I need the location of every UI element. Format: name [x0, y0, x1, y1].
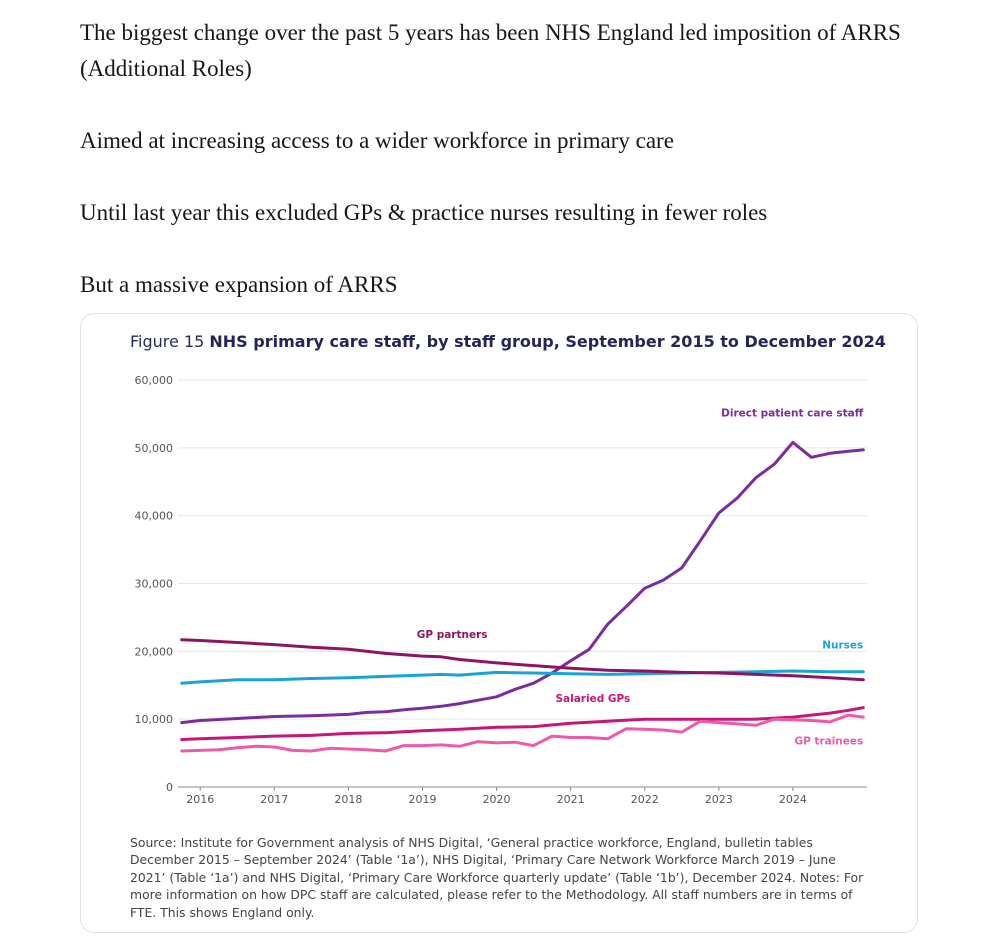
- series-label-gp-trainees: GP trainees: [794, 735, 863, 747]
- series-label-nurses: Nurses: [822, 640, 863, 652]
- figure-number: Figure 15: [130, 332, 205, 351]
- line-chart: 0 10,000 20,000 30,000 40,000 50,000 60,000 201…: [135, 374, 867, 806]
- y-tick-label: 60,000: [135, 374, 174, 387]
- x-tick-label: 2022: [631, 793, 659, 806]
- series-label-direct-patient-care-staff: Direct patient care staff: [721, 408, 864, 420]
- series-label-salaried-gps: Salaried GPs: [555, 693, 630, 705]
- paragraph-access-aim: Aimed at increasing access to a wider wo…: [80, 128, 674, 153]
- y-tick-label: 30,000: [135, 578, 174, 591]
- paragraph-exclusion: Until last year this excluded GPs & prac…: [80, 200, 768, 225]
- y-tick-label: 10,000: [135, 713, 174, 726]
- series-label-gp-partners: GP partners: [417, 629, 488, 641]
- x-tick-label: 2018: [334, 793, 362, 806]
- y-tick-label: 0: [166, 781, 173, 794]
- series-line-nurses: [180, 669, 865, 685]
- figure-source-note: Source: Institute for Government analysi…: [130, 835, 864, 920]
- series-line-gp-trainees: [180, 713, 865, 753]
- paragraph-expansion: But a massive expansion of ARRS: [80, 272, 398, 297]
- y-tick-label: 40,000: [135, 510, 174, 523]
- series-line-salaried-gps: [180, 706, 865, 741]
- x-tick-label: 2023: [705, 793, 733, 806]
- y-tick-label: 50,000: [135, 442, 174, 455]
- x-tick-label: 2024: [779, 793, 807, 806]
- series-line-gp-partners: [180, 638, 865, 682]
- paragraph-arrs-change: The biggest change over the past 5 years…: [80, 20, 901, 81]
- x-tick-label: 2021: [557, 793, 585, 806]
- figure-title-text: NHS primary care staff, by staff group, …: [209, 332, 886, 351]
- y-tick-label: 20,000: [135, 645, 174, 658]
- x-tick-label: 2020: [483, 793, 511, 806]
- x-tick-label: 2016: [186, 793, 214, 806]
- figure-card: Figure 15 NHS primary care staff, by sta…: [80, 313, 918, 933]
- x-tick-label: 2017: [260, 793, 288, 806]
- x-tick-label: 2019: [408, 793, 436, 806]
- figure-title: Figure 15 NHS primary care staff, by sta…: [130, 332, 886, 351]
